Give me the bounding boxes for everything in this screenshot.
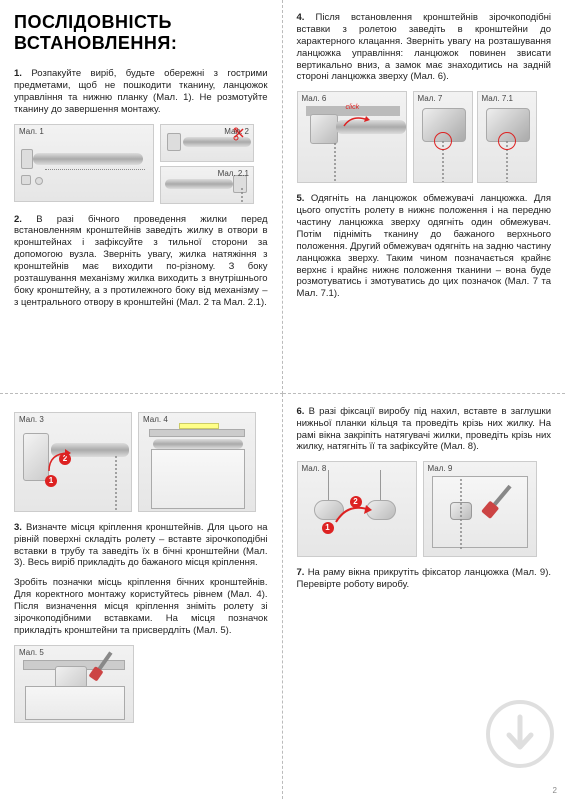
figure-9-label: Мал. 9 [428,464,453,473]
figure-2-label: Мал. 2 [224,127,249,136]
figure-4-label: Мал. 4 [143,415,168,424]
figure-row-1: Мал. 1 Мал. 2 Мал. 2.1 [14,124,268,204]
step-3-text: 3. Визначте місця кріплення кронштейнів.… [14,522,268,570]
section-top-right: 4. Після встановлення кронштейнів зірочк… [283,0,565,394]
figure-3: Мал. 3 1 2 [14,412,132,512]
figure-2-1: Мал. 2.1 [160,166,254,204]
step-5-text: 5. Одягніть на ланцюжок обмежувачі ланцю… [297,193,552,300]
figure-7: Мал. 7 [413,91,473,183]
callout-8-1: 1 [322,522,334,534]
figure-8-label: Мал. 8 [302,464,327,473]
figure-4: Мал. 4 [138,412,256,512]
click-label: click [346,104,360,111]
click-arrow-icon [342,112,372,130]
figure-5: Мал. 5 [14,645,134,723]
watermark-icon [485,699,555,769]
figure-row-6: Мал. 8 1 2 Мал. 9 [297,461,552,557]
step-7-text: 7. На раму вікна прикрутіть фіксатор лан… [297,567,552,591]
figure-row-4: Мал. 6 click Мал. 7 Ма [297,91,552,183]
step-1-text: 1. Розпакуйте виріб, будьте обережні з г… [14,68,268,116]
figure-6: Мал. 6 click [297,91,407,183]
curved-arrow-icon [45,447,75,477]
section-top-left: ПОСЛІДОВНІСТЬ ВСТАНОВЛЕННЯ: 1. Розпакуйт… [0,0,283,394]
figure-2-1-label: Мал. 2.1 [218,169,249,178]
figure-7-label: Мал. 7 [418,94,443,103]
main-title: ПОСЛІДОВНІСТЬ ВСТАНОВЛЕННЯ: [14,12,268,54]
figure-3-label: Мал. 3 [19,415,44,424]
figure-9: Мал. 9 [423,461,537,557]
figure-7-1: Мал. 7.1 [477,91,537,183]
figure-7-1-label: Мал. 7.1 [482,94,513,103]
arrow-icon [334,498,374,528]
step-2-text: 2. В разі бічного проведення жилки перед… [14,214,268,309]
section-bottom-right: 6. В разі фіксації виробу під нахил, вст… [283,394,565,799]
figure-2: Мал. 2 [160,124,254,162]
figure-1-label: Мал. 1 [19,127,44,136]
step-6-text: 6. В разі фіксації виробу під нахил, вст… [297,406,552,454]
page-number: 2 [553,786,557,795]
figure-1: Мал. 1 [14,124,154,202]
figure-8: Мал. 8 1 2 [297,461,417,557]
section-bottom-left: Мал. 3 1 2 Мал. 4 3. Визначте місця [0,394,283,799]
step-4-text: 4. Після встановлення кронштейнів зірочк… [297,12,552,83]
figure-7-group: Мал. 7 Мал. 7.1 [413,91,537,183]
figure-5-label: Мал. 5 [19,648,44,657]
figure-6-label: Мал. 6 [302,94,327,103]
step-3b-text: Зробіть позначки місць кріплення бічних … [14,577,268,636]
figure-row-3: Мал. 3 1 2 Мал. 4 [14,412,268,512]
figure-2-column: Мал. 2 Мал. 2.1 [160,124,254,204]
